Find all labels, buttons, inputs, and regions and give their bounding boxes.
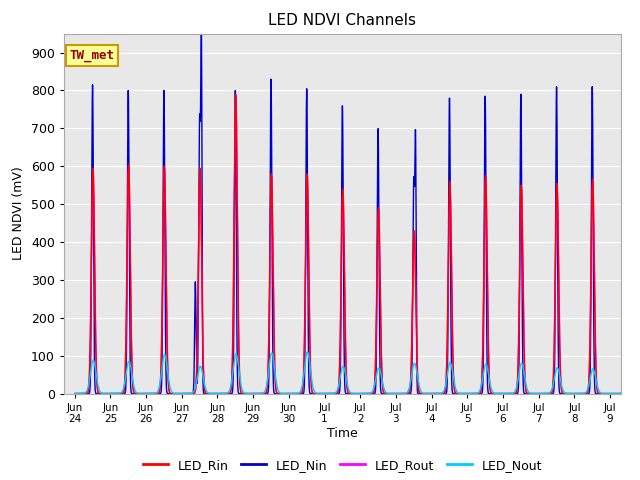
LED_Rout: [278, 391, 285, 396]
Line: LED_Nout: LED_Nout: [75, 352, 640, 394]
X-axis label: Time: Time: [327, 427, 358, 440]
Legend: LED_Rin, LED_Nin, LED_Rout, LED_Nout: LED_Rin, LED_Nin, LED_Rout, LED_Nout: [138, 454, 547, 477]
LED_Rin: [100, 391, 108, 396]
LED_Rin: [232, 91, 239, 97]
LED_Rin: [434, 391, 442, 396]
Line: LED_Rout: LED_Rout: [75, 96, 640, 394]
LED_Rout: [434, 391, 442, 396]
LED_Nin: [525, 391, 532, 396]
Text: TW_met: TW_met: [70, 49, 115, 62]
LED_Nin: [197, 31, 205, 36]
LED_Rout: [525, 391, 532, 396]
LED_Rout: [71, 391, 79, 396]
LED_Nout: [434, 391, 442, 396]
LED_Nout: [303, 349, 311, 355]
LED_Rout: [494, 391, 502, 396]
Y-axis label: LED NDVI (mV): LED NDVI (mV): [12, 167, 26, 261]
Title: LED NDVI Channels: LED NDVI Channels: [268, 13, 417, 28]
Line: LED_Rin: LED_Rin: [75, 94, 640, 394]
LED_Nin: [494, 391, 502, 396]
LED_Nout: [100, 391, 108, 396]
LED_Rout: [100, 391, 108, 396]
LED_Rin: [278, 391, 285, 396]
LED_Nout: [525, 389, 532, 395]
LED_Nin: [100, 391, 108, 396]
LED_Nout: [71, 391, 79, 396]
LED_Nin: [409, 291, 417, 297]
Line: LED_Nin: LED_Nin: [75, 34, 640, 394]
LED_Rin: [71, 391, 79, 396]
LED_Nin: [434, 391, 442, 396]
LED_Rin: [409, 283, 417, 288]
LED_Rout: [409, 295, 417, 300]
LED_Nout: [494, 391, 502, 396]
LED_Nin: [278, 391, 285, 396]
LED_Nout: [409, 366, 417, 372]
LED_Nin: [71, 391, 79, 396]
LED_Rin: [525, 391, 532, 396]
LED_Rout: [232, 93, 240, 99]
LED_Rin: [494, 391, 502, 396]
LED_Nout: [278, 391, 285, 396]
